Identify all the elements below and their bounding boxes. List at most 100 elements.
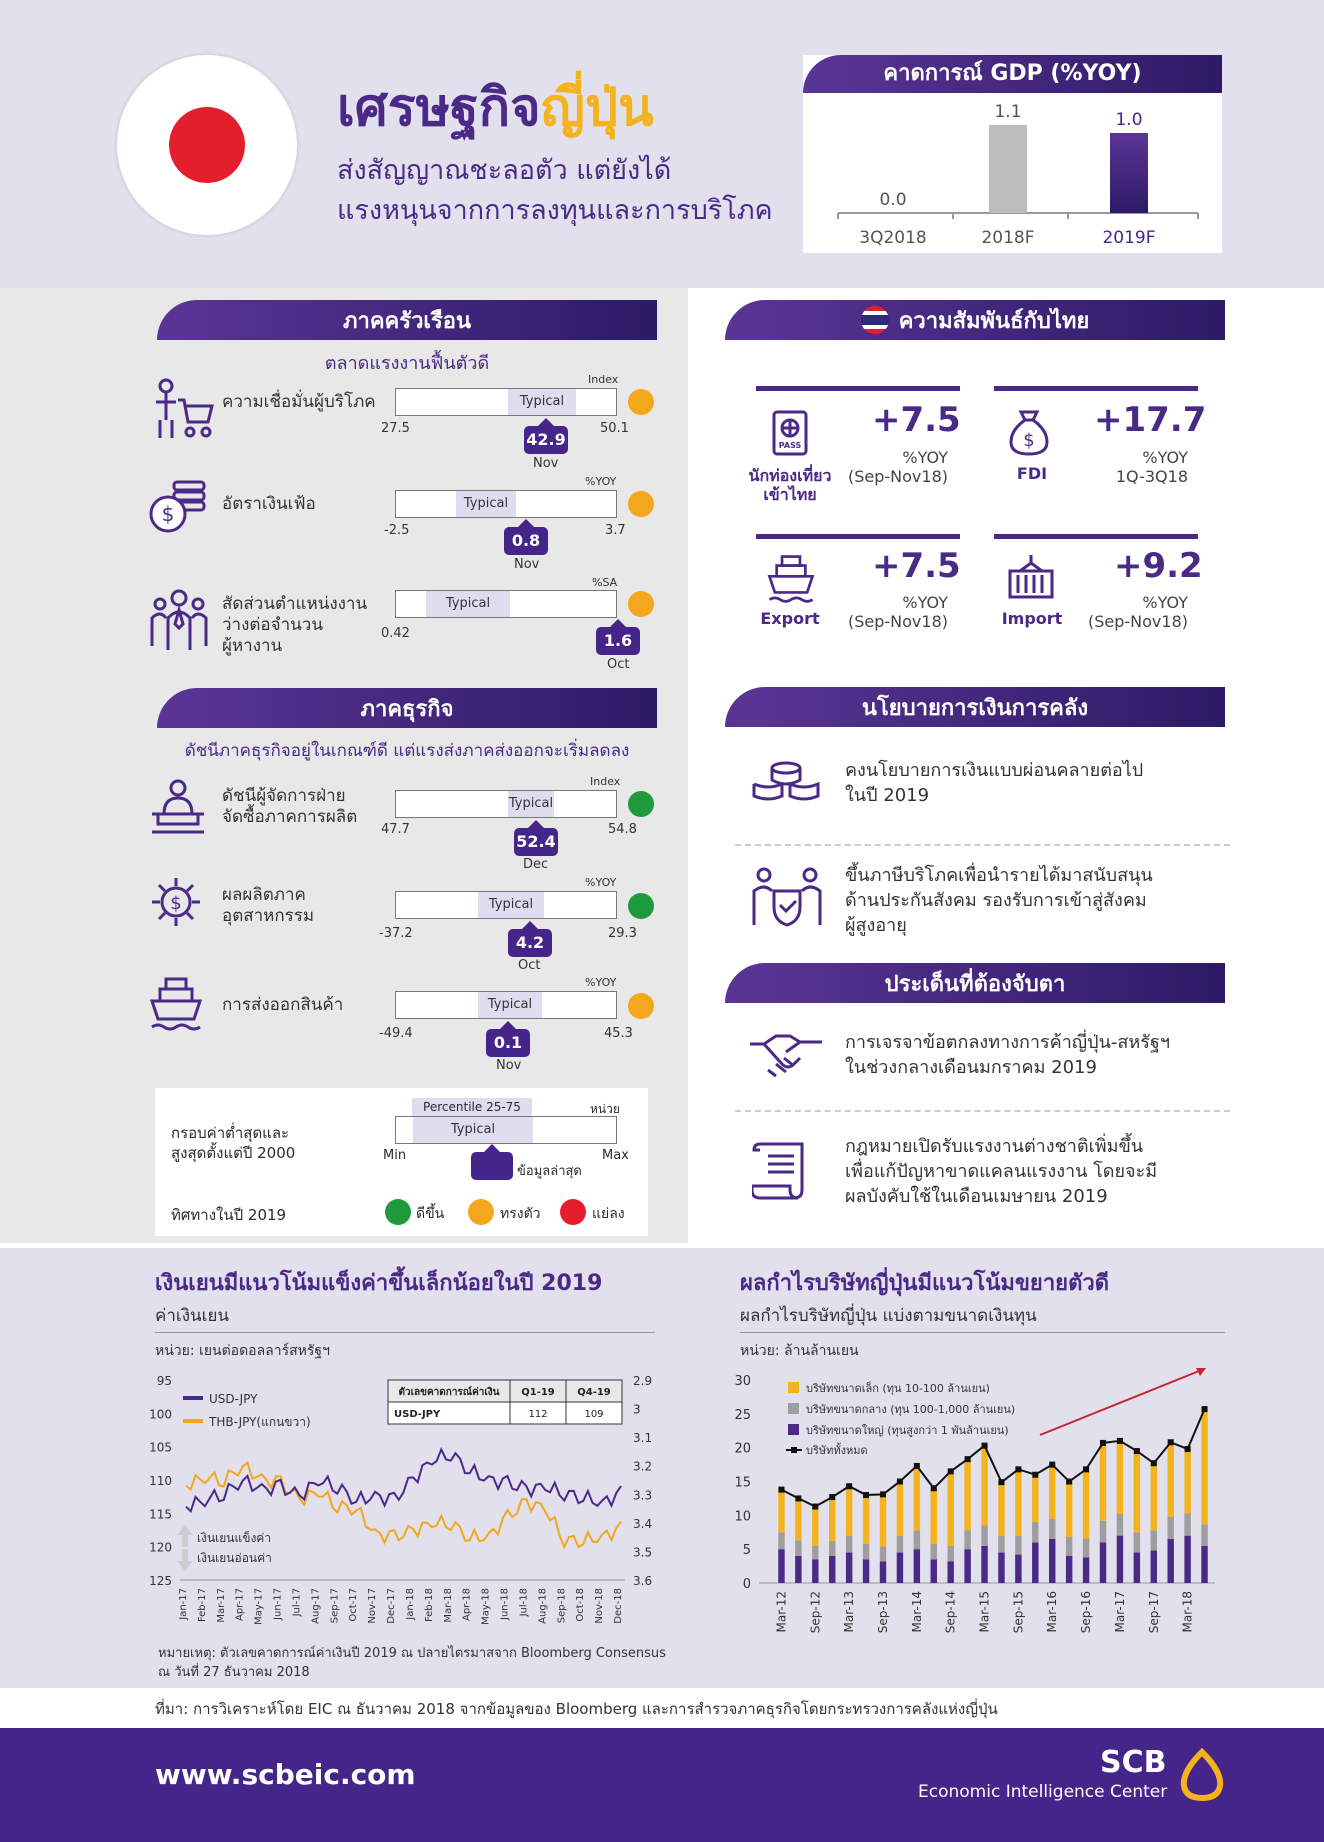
profit-bar-segment (1015, 1554, 1022, 1583)
profit-y-tick: 0 (743, 1577, 751, 1592)
yen-left-tick: 115 (149, 1507, 172, 1521)
profit-total-point (1066, 1478, 1073, 1485)
profit-total-point (1116, 1437, 1123, 1444)
thai-item-1-value: +7.5 (872, 400, 961, 440)
profit-title: ผลกำไรบริษัทญี่ปุ่นมีแนวโน้มขยายตัวดี (740, 1271, 1109, 1296)
profit-legend-swatch (788, 1382, 799, 1393)
business-item-3-typical: Typical (478, 992, 542, 1018)
thai-item-2-value: +17.7 (1094, 400, 1207, 440)
household-item-3-min: 0.42 (381, 626, 410, 641)
footer-brand: SCB (1100, 1745, 1167, 1780)
profit-bar-segment (862, 1543, 870, 1560)
profit-bar-segment (1184, 1513, 1191, 1536)
yen-right-tick: 3.3 (633, 1488, 652, 1502)
profit-legend-swatch (788, 1424, 799, 1435)
profit-bar-segment (1116, 1513, 1124, 1536)
business-item-3-marker: 0.1 (486, 1021, 530, 1057)
trend-arrow-icon (1196, 1368, 1206, 1376)
business-item-2-unit: %YOY (585, 876, 617, 889)
profit-bar-segment (1015, 1535, 1022, 1555)
passport-icon: PASS (772, 410, 808, 460)
left-panel (0, 288, 688, 1243)
profit-total-point (863, 1492, 870, 1499)
profit-bar-segment (812, 1506, 819, 1546)
thai-header: ความสัมพันธ์กับไทย (725, 300, 1225, 340)
profit-total-point (1083, 1466, 1090, 1473)
profit-total-point (1133, 1448, 1140, 1455)
svg-text:PASS: PASS (779, 441, 802, 450)
household-item-3-label-2: ว่างต่อจำนวน (222, 615, 323, 635)
yen-x-tick: Sep-17 (329, 1588, 340, 1623)
yen-x-tick: May-18 (481, 1588, 492, 1625)
legend-min: Min (383, 1148, 407, 1163)
legend-unit: หน่วย (590, 1102, 620, 1116)
footer-url[interactable]: www.scbeic.com (155, 1758, 416, 1791)
profit-bar-segment (778, 1549, 785, 1583)
thai-item-4-name-1: Import (1001, 609, 1063, 628)
profit-bar-segment (947, 1471, 954, 1546)
thai-title: ความสัมพันธ์กับไทย (898, 308, 1090, 334)
yen-rule (155, 1332, 655, 1333)
thai-item-2-rule (994, 386, 1198, 391)
legend-percentile: Percentile 25-75 (412, 1098, 532, 1116)
thai-item-1-rule (756, 386, 960, 391)
thai-item-4-unit: %YOY (1142, 593, 1188, 612)
yen-x-tick: Jan-18 (405, 1588, 416, 1621)
profit-bar-segment (862, 1559, 870, 1583)
household-subtitle: ตลาดแรงงานฟื้นตัวดี (324, 353, 490, 374)
profit-bar-segment (1184, 1535, 1191, 1583)
down-arrow-icon (177, 1549, 193, 1571)
fiscal-item-1-line-2: ในปี 2019 (845, 785, 930, 806)
yen-right-tick: 3 (633, 1403, 641, 1417)
fiscal-item-1-line-1: คงนโยบายการเงินแบบผ่อนคลายต่อไป (845, 760, 1144, 781)
profit-total-point (913, 1462, 920, 1469)
business-item-3-range-bar: Typical (395, 991, 617, 1019)
profit-x-tick: Sep-15 (1011, 1591, 1025, 1633)
source-note: ที่มา: การวิเคราะห์โดย EIC ณ ธันวาคม 201… (155, 1700, 998, 1718)
profit-bar-segment (829, 1497, 836, 1542)
profit-y-tick: 10 (734, 1509, 751, 1524)
business-item-3-period: Nov (496, 1058, 522, 1073)
profit-y-tick: 20 (734, 1442, 751, 1457)
household-item-2-period: Nov (514, 557, 540, 572)
profit-bar-segment (1065, 1536, 1073, 1556)
profit-bar-segment (1167, 1539, 1174, 1583)
consumer-cart-icon (150, 378, 215, 447)
profit-bar-segment (913, 1465, 921, 1531)
business-item-1-range-bar: Typical (395, 790, 617, 818)
yen-right-tick: 3.5 (633, 1545, 652, 1559)
yen-right-tick: 3.1 (633, 1431, 652, 1445)
yen-left-tick: 100 (149, 1407, 172, 1421)
page-title-part-1: เศรษฐกิจ (337, 78, 541, 138)
profit-bar-segment (981, 1545, 988, 1583)
business-item-2-max: 29.3 (608, 926, 637, 941)
svg-text:$: $ (1023, 430, 1034, 451)
forecast-row-text: USD-JPY (394, 1409, 441, 1420)
forecast-header-text: Q1-19 (521, 1387, 555, 1398)
profit-bar-segment (1167, 1516, 1174, 1540)
profit-bar-segment (930, 1559, 937, 1583)
household-item-3-label-3: ผู้หางาน (222, 636, 283, 656)
legend-latest: ข้อมูลล่าสุด (517, 1164, 582, 1179)
yen-x-tick: Dec-18 (613, 1588, 624, 1624)
profit-bar-segment (778, 1489, 785, 1533)
fiscal-item-2-line-2: ด้านประกันสังคม รองรับการเข้าสู่สังคม (845, 890, 1147, 911)
business-item-2-direction-dot (628, 893, 654, 919)
forecast-row-text: 112 (528, 1409, 547, 1420)
business-item-1-label-2: จัดซื้อภาคการผลิต (222, 807, 358, 827)
yen-title: เงินเยนมีแนวโน้มแข็งค่าขึ้นเล็กน้อยในปี … (155, 1271, 603, 1296)
thai-item-1-name-1: นักท่องเที่ยว (748, 466, 832, 485)
household-item-1-unit: Index (588, 373, 619, 386)
gdp-value-label: 1.1 (994, 102, 1021, 122)
profit-bar-segment (913, 1549, 921, 1583)
profit-total-point (812, 1503, 819, 1510)
business-item-2-marker: 4.2 (508, 921, 552, 957)
yen-right-tick: 2.9 (633, 1374, 652, 1388)
profit-bar-segment (964, 1459, 971, 1531)
profit-bar-segment (1015, 1469, 1022, 1536)
yen-usd-line (185, 1446, 622, 1514)
thai-item-3-value: +7.5 (872, 546, 961, 586)
business-item-1-typical: Typical (508, 791, 554, 817)
yen-left-tick: 120 (149, 1541, 172, 1555)
footer (0, 1728, 1324, 1842)
